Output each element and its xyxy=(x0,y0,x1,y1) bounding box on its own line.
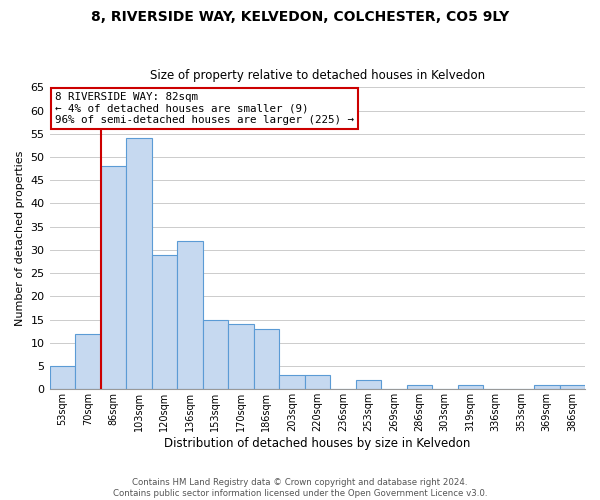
Bar xyxy=(458,384,483,390)
Bar xyxy=(560,384,585,390)
Bar xyxy=(101,166,126,390)
Title: Size of property relative to detached houses in Kelvedon: Size of property relative to detached ho… xyxy=(150,69,485,82)
Bar xyxy=(279,376,305,390)
Text: 8, RIVERSIDE WAY, KELVEDON, COLCHESTER, CO5 9LY: 8, RIVERSIDE WAY, KELVEDON, COLCHESTER, … xyxy=(91,10,509,24)
Y-axis label: Number of detached properties: Number of detached properties xyxy=(15,150,25,326)
Bar xyxy=(534,384,560,390)
Bar xyxy=(407,384,432,390)
Bar xyxy=(356,380,381,390)
Text: Contains HM Land Registry data © Crown copyright and database right 2024.
Contai: Contains HM Land Registry data © Crown c… xyxy=(113,478,487,498)
Bar xyxy=(50,366,75,390)
X-axis label: Distribution of detached houses by size in Kelvedon: Distribution of detached houses by size … xyxy=(164,437,470,450)
Bar xyxy=(75,334,101,390)
Bar xyxy=(152,254,177,390)
Bar xyxy=(254,329,279,390)
Bar xyxy=(177,240,203,390)
Bar xyxy=(203,320,228,390)
Bar xyxy=(228,324,254,390)
Bar xyxy=(126,138,152,390)
Bar xyxy=(305,376,330,390)
Text: 8 RIVERSIDE WAY: 82sqm
← 4% of detached houses are smaller (9)
96% of semi-detac: 8 RIVERSIDE WAY: 82sqm ← 4% of detached … xyxy=(55,92,354,125)
